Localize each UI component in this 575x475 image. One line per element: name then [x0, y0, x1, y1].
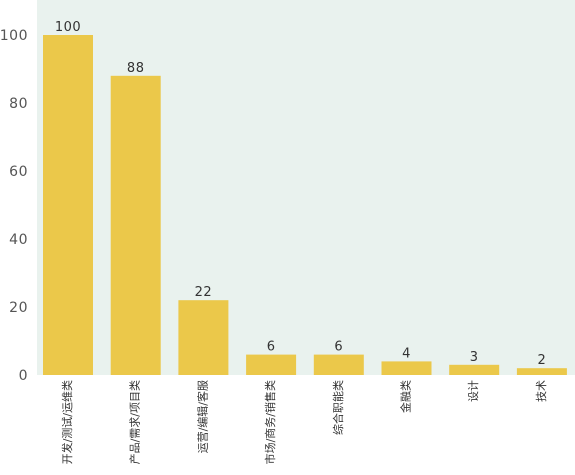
y-tick-label: 100: [0, 28, 28, 44]
x-category-label: 市场/商务/销售类: [263, 380, 277, 464]
bar-value-label: 22: [195, 285, 213, 300]
bar: [449, 364, 500, 375]
bars-group: [43, 35, 567, 376]
bar: [246, 354, 297, 375]
bar-value-label: 100: [55, 20, 81, 35]
bar: [313, 354, 364, 375]
bar: [516, 368, 567, 375]
x-category-label: 产品/需求/项目类: [128, 380, 142, 464]
x-axis: 开发/测试/运维类 产品/需求/项目类 运营/编辑/客服 市场/商务/销售类 综合职能类…: [60, 380, 548, 464]
bar-value-label: 88: [127, 61, 145, 76]
x-category-label: 技术: [535, 380, 548, 402]
bar: [381, 361, 432, 375]
bar-value-label: 4: [402, 346, 411, 361]
x-category-label: 综合职能类: [331, 380, 345, 435]
y-tick-label: 20: [9, 300, 28, 316]
data-labels-group: 100 88 22 6 6 4 3 2: [55, 20, 546, 368]
bar-value-label: 2: [538, 353, 547, 368]
bar-value-label: 3: [470, 350, 479, 365]
bar-value-label: 6: [334, 340, 343, 355]
y-tick-label: 0: [19, 368, 28, 384]
x-category-label: 设计: [467, 380, 480, 402]
bar: [178, 300, 229, 375]
y-tick-label: 40: [9, 232, 28, 248]
y-tick-label: 80: [9, 96, 28, 112]
y-tick-label: 60: [9, 164, 28, 180]
x-category-label: 开发/测试/运维类: [60, 380, 74, 464]
x-category-label: 运营/编辑/客服: [195, 380, 209, 453]
bar-value-label: 6: [267, 340, 276, 355]
y-axis: 0 20 40 60 80 100: [0, 28, 28, 384]
bar: [43, 35, 93, 375]
x-category-label: 金融类: [399, 380, 413, 413]
bar: [110, 75, 161, 376]
